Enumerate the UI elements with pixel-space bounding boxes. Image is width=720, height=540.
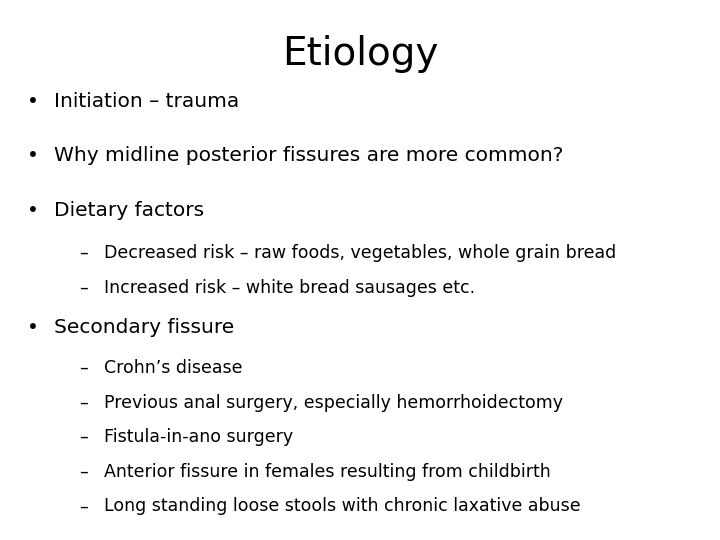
Text: Dietary factors: Dietary factors	[54, 201, 204, 220]
Text: –: –	[79, 359, 88, 377]
Text: Increased risk – white bread sausages etc.: Increased risk – white bread sausages et…	[104, 279, 475, 296]
Text: Initiation – trauma: Initiation – trauma	[54, 92, 239, 111]
Text: Etiology: Etiology	[282, 35, 438, 73]
Text: •: •	[27, 146, 39, 165]
Text: –: –	[79, 497, 88, 515]
Text: –: –	[79, 428, 88, 446]
Text: –: –	[79, 463, 88, 481]
Text: •: •	[27, 92, 39, 111]
Text: Anterior fissure in females resulting from childbirth: Anterior fissure in females resulting fr…	[104, 463, 551, 481]
Text: Crohn’s disease: Crohn’s disease	[104, 359, 243, 377]
Text: •: •	[27, 318, 39, 336]
Text: Long standing loose stools with chronic laxative abuse: Long standing loose stools with chronic …	[104, 497, 581, 515]
Text: –: –	[79, 394, 88, 411]
Text: •: •	[27, 201, 39, 220]
Text: Fistula-in-ano surgery: Fistula-in-ano surgery	[104, 428, 294, 446]
Text: Previous anal surgery, especially hemorrhoidectomy: Previous anal surgery, especially hemorr…	[104, 394, 563, 411]
Text: Decreased risk – raw foods, vegetables, whole grain bread: Decreased risk – raw foods, vegetables, …	[104, 244, 616, 262]
Text: Secondary fissure: Secondary fissure	[54, 318, 234, 336]
Text: –: –	[79, 279, 88, 296]
Text: –: –	[79, 244, 88, 262]
Text: Why midline posterior fissures are more common?: Why midline posterior fissures are more …	[54, 146, 563, 165]
